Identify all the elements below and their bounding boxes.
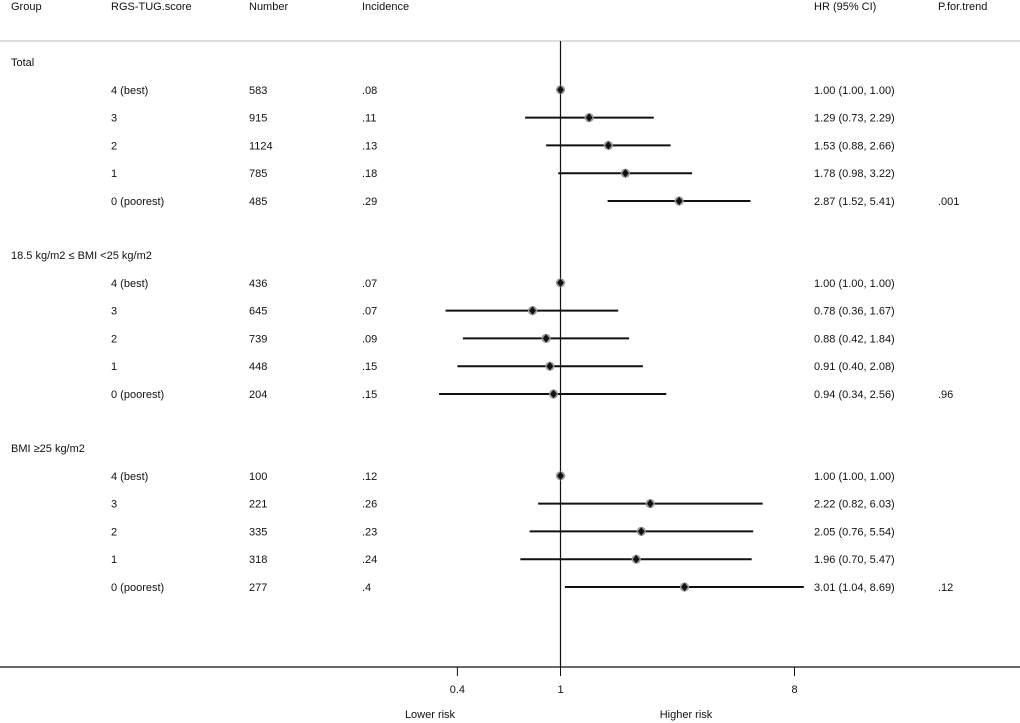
row-incidence: .07 (362, 278, 377, 290)
row-p-trend: .001 (938, 196, 959, 208)
group-label: 18.5 kg/m2 ≤ BMI <25 kg/m2 (11, 250, 152, 262)
row-incidence: .15 (362, 389, 377, 401)
group-label: Total (11, 57, 34, 69)
row-hr-ci: 1.96 (0.70, 5.47) (814, 554, 895, 566)
row-hr-ci: 1.00 (1.00, 1.00) (814, 471, 895, 483)
row-number: 335 (249, 526, 267, 538)
lower-risk-label: Lower risk (405, 709, 456, 721)
row-incidence: .24 (362, 554, 377, 566)
header-number: Number (249, 1, 288, 13)
row-number: 277 (249, 582, 267, 594)
row-number: 739 (249, 333, 267, 345)
row-hr-ci: 2.05 (0.76, 5.54) (814, 526, 895, 538)
higher-risk-label: Higher risk (660, 709, 713, 721)
row-score: 4 (best) (111, 278, 148, 290)
row-hr-ci: 0.78 (0.36, 1.67) (814, 306, 895, 318)
row-p-trend: .96 (938, 389, 953, 401)
row-incidence: .18 (362, 168, 377, 180)
row-hr-ci: 2.87 (1.52, 5.41) (814, 196, 895, 208)
row-incidence: .13 (362, 140, 377, 152)
point-estimate (646, 499, 654, 508)
row-p-trend: .12 (938, 582, 953, 594)
row-hr-ci: 3.01 (1.04, 8.69) (814, 582, 895, 594)
row-number: 204 (249, 389, 267, 401)
row-hr-ci: 1.00 (1.00, 1.00) (814, 85, 895, 97)
row-score: 4 (best) (111, 471, 148, 483)
row-number: 485 (249, 196, 267, 208)
row-incidence: .4 (362, 582, 371, 594)
header-incidence: Incidence (362, 1, 409, 13)
row-incidence: .29 (362, 196, 377, 208)
x-axis-ticks: 0.4 1 8 (450, 667, 798, 696)
header-p-trend: P.for.trend (938, 1, 987, 13)
row-incidence: .11 (362, 113, 376, 125)
header-hr: HR (95% CI) (814, 1, 876, 13)
point-estimate (585, 113, 593, 122)
row-number: 785 (249, 168, 267, 180)
row-number: 1124 (249, 140, 273, 152)
row-score: 3 (111, 499, 117, 511)
row-score: 0 (poorest) (111, 389, 164, 401)
row-score: 2 (111, 526, 117, 538)
row-score: 4 (best) (111, 85, 148, 97)
point-estimate (557, 278, 564, 287)
row-score: 3 (111, 306, 117, 318)
table-rows: Total 4 (best) 583 .08 1.00 (1.00, 1.00) 3 915… (11, 57, 959, 594)
point-estimate (637, 527, 645, 536)
point-estimate (546, 362, 554, 371)
x-tick-label: 0.4 (450, 684, 465, 696)
point-estimate (557, 471, 564, 480)
header-score: RGS-TUG.score (111, 1, 192, 13)
row-number: 100 (249, 471, 267, 483)
row-incidence: .07 (362, 306, 377, 318)
row-hr-ci: 0.88 (0.42, 1.84) (814, 333, 895, 345)
point-estimate (604, 141, 612, 150)
row-incidence: .09 (362, 333, 377, 345)
row-number: 645 (249, 306, 267, 318)
row-hr-ci: 2.22 (0.82, 6.03) (814, 499, 895, 511)
point-estimate (542, 334, 550, 343)
point-estimate (529, 306, 536, 315)
row-score: 3 (111, 113, 117, 125)
group-label: BMI ≥25 kg/m2 (11, 443, 85, 455)
point-estimate (675, 196, 683, 206)
row-score: 1 (111, 554, 117, 566)
row-hr-ci: 1.78 (0.98, 3.22) (814, 168, 895, 180)
row-incidence: .12 (362, 471, 377, 483)
point-estimate (557, 85, 564, 94)
row-score: 2 (111, 333, 117, 345)
row-hr-ci: 1.29 (0.73, 2.29) (814, 113, 895, 125)
row-hr-ci: 0.94 (0.34, 2.56) (814, 389, 895, 401)
row-incidence: .15 (362, 361, 377, 373)
forest-marks (439, 41, 804, 667)
row-score: 1 (111, 168, 117, 180)
row-score: 1 (111, 361, 117, 373)
x-tick-label: 1 (557, 684, 563, 696)
row-number: 583 (249, 85, 267, 97)
row-number: 448 (249, 361, 267, 373)
x-tick-label: 8 (791, 684, 797, 696)
row-incidence: .26 (362, 499, 377, 511)
row-number: 915 (249, 113, 267, 125)
row-score: 0 (poorest) (111, 196, 164, 208)
row-incidence: .08 (362, 85, 377, 97)
point-estimate (632, 555, 640, 564)
row-score: 2 (111, 140, 117, 152)
row-hr-ci: 1.00 (1.00, 1.00) (814, 278, 895, 290)
row-number: 221 (249, 499, 267, 511)
point-estimate (550, 389, 557, 399)
row-number: 318 (249, 554, 267, 566)
point-estimate (621, 169, 629, 178)
row-number: 436 (249, 278, 267, 290)
row-hr-ci: 0.91 (0.40, 2.08) (814, 361, 895, 373)
row-hr-ci: 1.53 (0.88, 2.66) (814, 140, 895, 152)
header-group: Group (11, 1, 42, 13)
row-incidence: .23 (362, 526, 377, 538)
row-score: 0 (poorest) (111, 582, 164, 594)
point-estimate (681, 582, 688, 592)
